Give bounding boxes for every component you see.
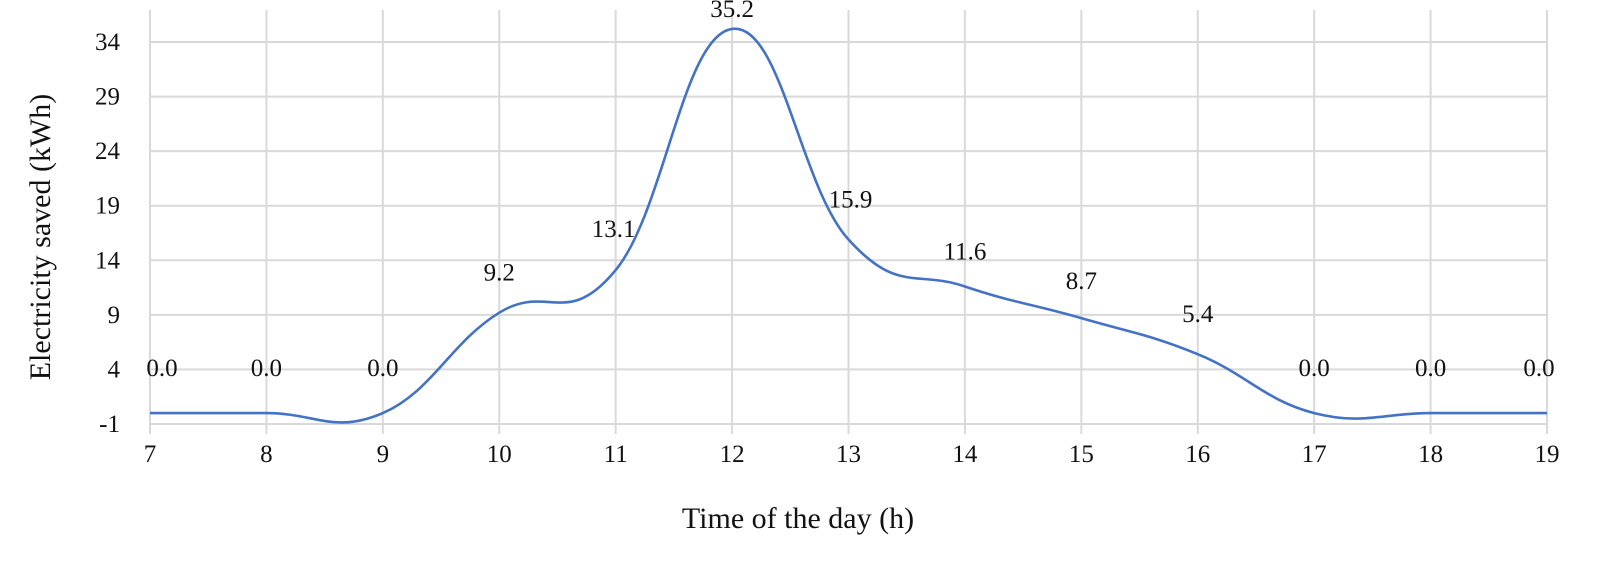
data-label: 0.0 [1299, 355, 1330, 382]
x-tick-label: 19 [1535, 441, 1560, 468]
x-tick-label: 14 [952, 441, 978, 468]
data-label: 0.0 [146, 355, 177, 382]
data-label: 9.2 [484, 260, 515, 287]
x-tick-label: 12 [720, 441, 745, 468]
x-tick-label: 9 [377, 441, 390, 468]
series-line [150, 27, 1547, 424]
data-label: 5.4 [1182, 301, 1214, 328]
data-label: 11.6 [944, 238, 987, 265]
x-tick-label: 8 [260, 441, 273, 468]
x-tick-label: 7 [144, 441, 157, 468]
y-tick-label: 19 [95, 193, 120, 220]
x-tick-label: 15 [1069, 441, 1094, 468]
data-label: 0.0 [1523, 355, 1554, 382]
data-label: 13.1 [592, 216, 636, 243]
y-tick-label: 24 [95, 138, 121, 165]
y-tick-label: 34 [95, 29, 121, 56]
x-tick-label: 17 [1302, 441, 1327, 468]
y-axis-title: Electricity saved (kWh) [24, 94, 57, 381]
x-axis-ticks: 7 8 9 10 11 12 13 14 15 16 17 18 19 [144, 441, 1560, 468]
x-tick-label: 11 [604, 441, 628, 468]
x-tick-label: 13 [836, 441, 861, 468]
data-label: 8.7 [1066, 268, 1097, 295]
x-axis-title: Time of the day (h) [682, 502, 914, 535]
y-tick-label: 4 [108, 356, 121, 383]
y-tick-label: 14 [95, 247, 121, 274]
x-tick-label: 16 [1185, 441, 1210, 468]
y-axis-ticks: -1 4 9 14 19 24 29 34 [95, 29, 121, 438]
data-label: 0.0 [367, 355, 398, 382]
x-tick-label: 18 [1418, 441, 1443, 468]
data-label: 35.2 [710, 0, 754, 23]
x-tick-label: 10 [487, 441, 512, 468]
data-label: 15.9 [829, 187, 873, 214]
series-lines [150, 27, 1547, 424]
data-label: 0.0 [1415, 355, 1446, 382]
y-tick-label: 29 [95, 84, 120, 111]
gridlines [149, 10, 1548, 434]
data-labels: 0.0 0.0 0.0 9.2 13.1 35.2 15.9 11.6 8.7 5.4 0.0 0.0… [146, 0, 1554, 382]
y-tick-label: 9 [108, 302, 121, 329]
y-tick-label: -1 [99, 411, 120, 438]
data-label: 0.0 [251, 355, 282, 382]
